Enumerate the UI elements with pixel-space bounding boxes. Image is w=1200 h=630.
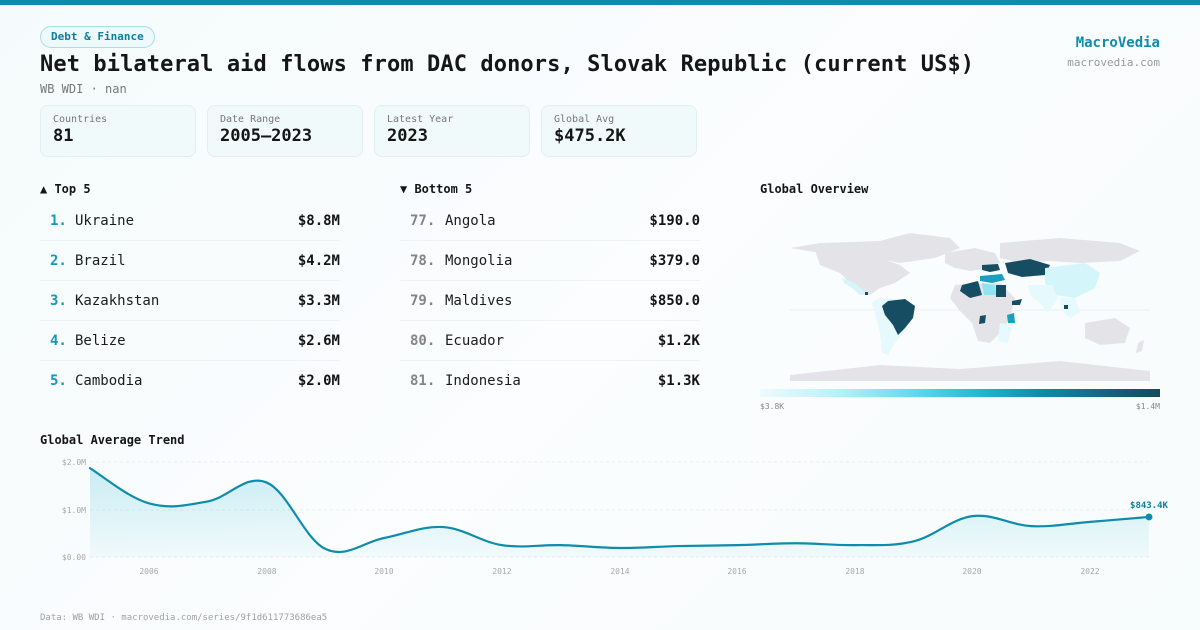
- list-item[interactable]: 1. Ukraine $8.8M: [40, 201, 340, 241]
- bottom5-heading: ▼ Bottom 5: [400, 182, 473, 196]
- top-accent-bar: [0, 0, 1200, 5]
- stat-card-countries: Countries 81: [40, 105, 196, 157]
- list-item[interactable]: 4. Belize $2.6M: [40, 321, 340, 361]
- stat-label: Countries: [53, 114, 108, 125]
- list-item[interactable]: 3. Kazakhstan $3.3M: [40, 281, 340, 321]
- footer-source: Data: WB WDI · macrovedia.com/series/9f1…: [40, 613, 328, 623]
- country-name: Ecuador: [445, 332, 505, 349]
- country-value: $379.0: [649, 252, 700, 269]
- stat-value: 2023: [387, 126, 428, 146]
- stat-card-global-avg: Global Avg $475.2K: [541, 105, 697, 157]
- map-color-legend: [760, 389, 1160, 397]
- country-name: Maldives: [445, 292, 513, 309]
- legend-min-label: $3.8K: [760, 402, 785, 411]
- rank: 78.: [410, 252, 436, 269]
- x-tick: 2012: [492, 567, 511, 576]
- x-tick: 2018: [845, 567, 864, 576]
- list-item[interactable]: 79. Maldives $850.0: [400, 281, 700, 321]
- country-value: $2.0M: [297, 373, 340, 389]
- stat-value: 81: [53, 126, 74, 146]
- x-tick: 2008: [257, 567, 276, 576]
- list-item[interactable]: 81. Indonesia $1.3K: [400, 361, 700, 401]
- last-point-marker: [1145, 513, 1153, 521]
- stat-label: Global Avg: [554, 114, 615, 125]
- country-value: $8.8M: [297, 212, 340, 229]
- rank: 79.: [410, 292, 436, 309]
- top5-list: 1. Ukraine $8.8M 2. Brazil $4.2M 3. Kaza…: [40, 201, 340, 401]
- rank: 1.: [50, 212, 67, 229]
- brand-name[interactable]: MacroVedia: [1075, 35, 1160, 51]
- page-subtitle: WB WDI · nan: [40, 82, 127, 96]
- rank: 4.: [50, 332, 67, 349]
- trend-line: [88, 467, 1151, 554]
- category-badge[interactable]: Debt & Finance: [40, 26, 155, 48]
- country-name: Ukraine: [75, 212, 135, 229]
- rank: 3.: [50, 292, 67, 309]
- list-item[interactable]: 80. Ecuador $1.2K: [400, 321, 700, 361]
- x-tick: 2014: [610, 567, 629, 576]
- list-item[interactable]: 77. Angola $190.0: [400, 201, 700, 241]
- trend-area: [90, 468, 1149, 557]
- stat-label: Latest Year: [387, 114, 454, 125]
- rank: 2.: [50, 252, 67, 269]
- map-heading: Global Overview: [760, 182, 869, 196]
- country-value: $4.2M: [297, 252, 340, 269]
- y-tick: $1.0M: [62, 506, 86, 515]
- brand-url[interactable]: macrovedia.com: [1067, 56, 1160, 69]
- country-value: $1.2K: [657, 332, 700, 349]
- rank: 77.: [410, 212, 436, 229]
- x-tick: 2006: [139, 567, 158, 576]
- stat-value: 2005–2023: [220, 126, 313, 146]
- x-tick: 2016: [727, 567, 746, 576]
- trend-heading: Global Average Trend: [40, 433, 185, 447]
- stats-row: Countries 81 Date Range 2005–2023 Latest…: [40, 105, 697, 157]
- country-value: $850.0: [649, 292, 700, 309]
- x-tick: 2020: [962, 567, 981, 576]
- x-tick: 2010: [374, 567, 393, 576]
- brand: MacroVedia macrovedia.com: [1067, 35, 1160, 69]
- country-name: Belize: [75, 332, 126, 349]
- stat-value: $475.2K: [554, 126, 626, 146]
- country-name: Cambodia: [75, 373, 143, 389]
- y-tick: $0.00: [62, 553, 86, 562]
- stat-card-latest-year: Latest Year 2023: [374, 105, 530, 157]
- country-name: Angola: [445, 212, 496, 229]
- list-item[interactable]: 78. Mongolia $379.0: [400, 241, 700, 281]
- rank: 5.: [50, 373, 67, 389]
- country-value: $1.3K: [657, 373, 700, 389]
- x-tick: 2022: [1080, 567, 1099, 576]
- list-item[interactable]: 5. Cambodia $2.0M: [40, 361, 340, 401]
- legend-max-label: $1.4M: [1135, 402, 1160, 411]
- top5-heading: ▲ Top 5: [40, 182, 91, 196]
- country-name: Mongolia: [445, 252, 513, 269]
- rank: 80.: [410, 332, 436, 349]
- global-average-trend-chart[interactable]: $2.0M $1.0M $0.00 2006 2008 2010 2012 20…: [40, 450, 1170, 580]
- stat-card-date-range: Date Range 2005–2023: [207, 105, 363, 157]
- bottom5-list: 77. Angola $190.0 78. Mongolia $379.0 79…: [400, 201, 700, 401]
- country-value: $2.6M: [297, 332, 340, 349]
- country-value: $3.3M: [297, 292, 340, 309]
- y-tick: $2.0M: [62, 458, 86, 467]
- country-value: $190.0: [649, 212, 700, 229]
- country-name: Indonesia: [445, 373, 521, 389]
- last-value-label: $843.4K: [1130, 501, 1169, 511]
- rank: 81.: [410, 373, 436, 389]
- country-name: Kazakhstan: [75, 292, 160, 309]
- page-title: Net bilateral aid flows from DAC donors,…: [40, 52, 975, 77]
- stat-label: Date Range: [220, 114, 281, 125]
- world-choropleth-map[interactable]: [760, 203, 1160, 383]
- list-item[interactable]: 2. Brazil $4.2M: [40, 241, 340, 281]
- country-name: Brazil: [75, 252, 126, 269]
